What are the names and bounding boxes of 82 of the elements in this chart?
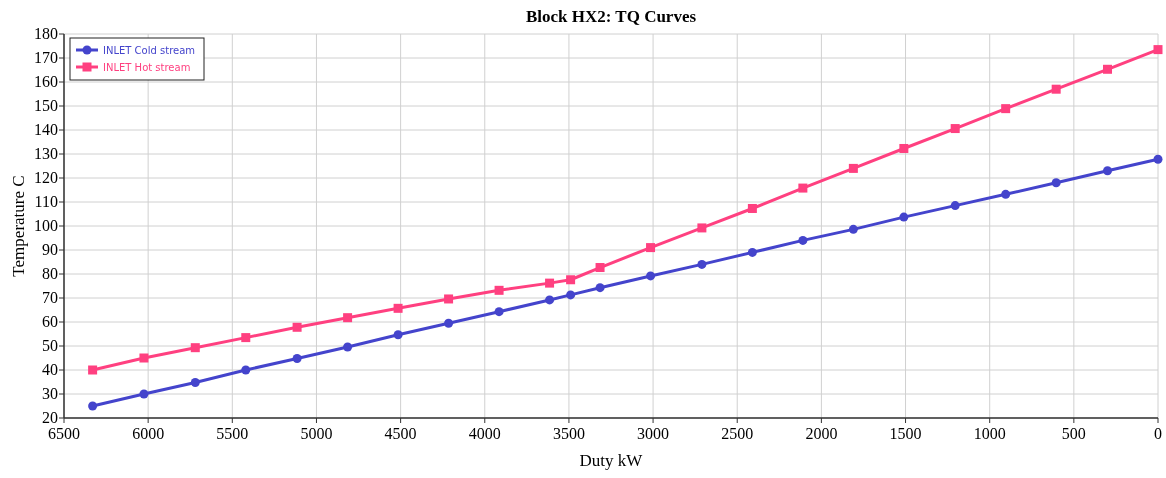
- point: [798, 183, 808, 193]
- point: [697, 223, 707, 233]
- y-tick-label: 30: [42, 385, 58, 402]
- point: [343, 342, 353, 352]
- y-tick-label: 130: [34, 145, 58, 162]
- point: [595, 283, 605, 293]
- x-tick-label: 2500: [721, 425, 754, 442]
- point: [646, 243, 656, 253]
- point: [950, 201, 960, 211]
- legend-label: INLET Hot stream: [103, 62, 191, 73]
- y-tick-label: 50: [42, 337, 58, 354]
- x-tick-label: 500: [1061, 425, 1086, 442]
- legend-label: INLET Cold stream: [103, 45, 196, 56]
- point: [343, 313, 353, 323]
- point: [848, 224, 858, 234]
- x-tick-label: 4500: [384, 425, 417, 442]
- point: [545, 295, 555, 305]
- point: [566, 275, 576, 285]
- x-tick-label: 0: [1154, 425, 1162, 442]
- point: [747, 203, 757, 213]
- point: [1103, 64, 1113, 74]
- point: [1103, 166, 1113, 176]
- x-tick-label: 5500: [216, 425, 249, 442]
- y-tick-label: 150: [34, 97, 58, 114]
- point: [393, 330, 403, 340]
- point: [393, 303, 403, 313]
- point: [494, 307, 504, 317]
- x-tick-label: 2000: [805, 425, 838, 442]
- point: [1051, 84, 1061, 94]
- y-tick-label: 20: [42, 409, 58, 426]
- point: [190, 377, 200, 387]
- y-tick-label: 60: [42, 313, 58, 330]
- y-tick-label: 170: [34, 49, 58, 66]
- point: [697, 259, 707, 269]
- x-axis-title: Duty kW: [579, 451, 644, 470]
- point: [1001, 189, 1011, 199]
- point: [646, 271, 656, 281]
- point: [292, 353, 302, 363]
- y-tick-label: 110: [34, 193, 58, 210]
- point: [899, 212, 909, 222]
- point: [566, 290, 576, 300]
- point: [292, 322, 302, 332]
- y-tick-label: 160: [34, 73, 58, 90]
- x-tick-label: 1500: [889, 425, 922, 442]
- point: [139, 389, 149, 399]
- y-tick-label: 40: [42, 361, 58, 378]
- point: [798, 235, 808, 245]
- point: [747, 247, 757, 257]
- x-tick-label: 6500: [48, 425, 80, 442]
- point: [1153, 45, 1163, 55]
- y-tick-label: 80: [42, 265, 58, 282]
- x-tick-label: 4000: [468, 425, 501, 442]
- y-tick-label: 70: [42, 289, 58, 306]
- point: [1001, 104, 1011, 114]
- point: [545, 278, 555, 288]
- point: [444, 294, 454, 304]
- y-tick-label: 90: [42, 241, 58, 258]
- point: [1153, 154, 1163, 164]
- point: [190, 343, 200, 353]
- point: [950, 124, 960, 134]
- point: [494, 285, 504, 295]
- y-tick-label: 100: [34, 217, 58, 234]
- y-tick-label: 140: [34, 121, 58, 138]
- y-tick-label: 120: [34, 169, 58, 186]
- point: [139, 353, 149, 363]
- point: [848, 163, 858, 173]
- point: [595, 263, 605, 273]
- point: [1051, 178, 1061, 188]
- point: [241, 333, 251, 343]
- x-tick-label: 6000: [132, 425, 165, 442]
- point: [88, 401, 98, 411]
- point: [241, 365, 251, 375]
- x-tick-label: 5000: [300, 425, 333, 442]
- point: [88, 365, 98, 375]
- point: [899, 143, 909, 153]
- y-tick-label: 180: [34, 25, 58, 42]
- y-axis-title: Temperature C: [9, 175, 28, 277]
- chart-title: Block HX2: TQ Curves: [525, 7, 697, 26]
- x-tick-label: 3500: [552, 425, 585, 442]
- x-tick-label: 1000: [973, 425, 1006, 442]
- point: [444, 318, 454, 328]
- x-tick-label: 3000: [637, 425, 670, 442]
